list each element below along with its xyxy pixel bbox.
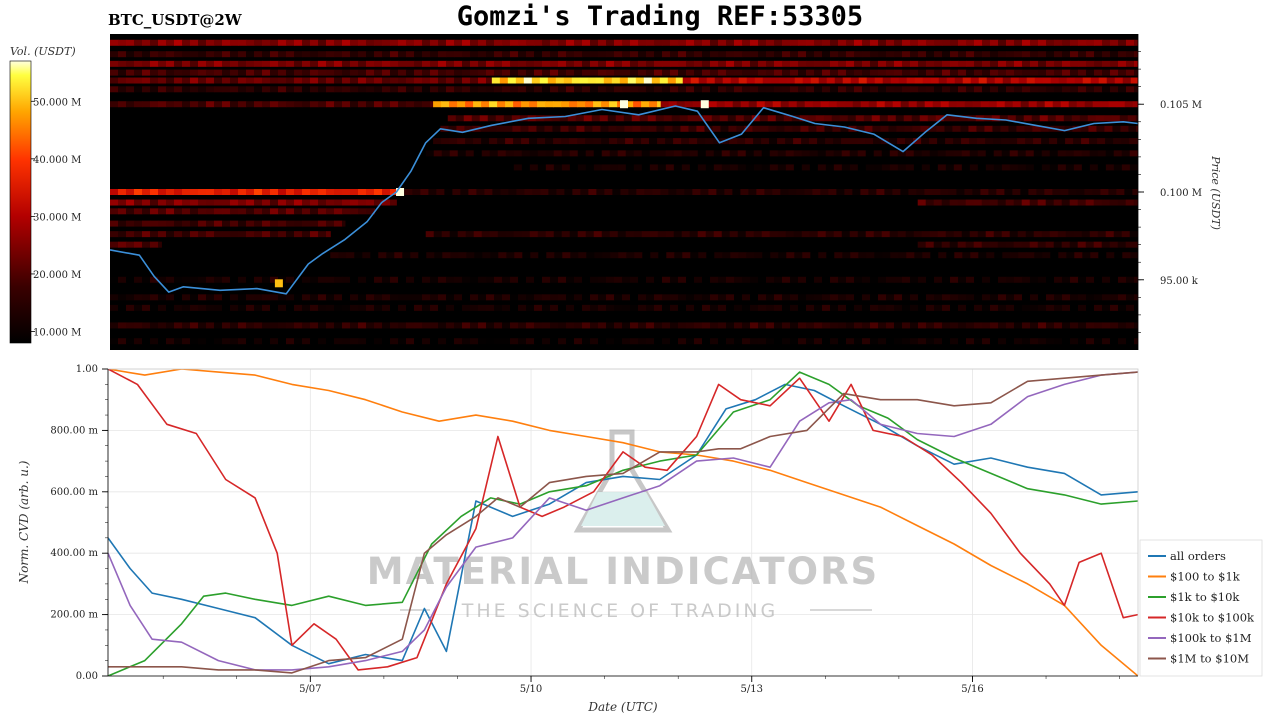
heatmap-band (440, 125, 1138, 132)
heatmap-hotspot (396, 188, 405, 196)
price-tick-label: 95.00 k (1160, 276, 1199, 287)
heatmap-band (330, 252, 1138, 259)
legend-label: all orders (1170, 549, 1226, 563)
heatmap-band (110, 101, 434, 108)
legend-item: $10k to $100k (1148, 611, 1255, 625)
heatmap-hotspot (274, 279, 283, 288)
legend-item: $1M to $10M (1148, 652, 1249, 666)
legend-label: $100 to $1k (1170, 570, 1241, 584)
cvd-y-tick-label: 0.00 (76, 671, 98, 682)
colorbar-tick-label: 20.000 M (33, 270, 81, 281)
cvd-y-tick-label: 600.00 m (50, 487, 98, 498)
flask-icon (573, 429, 673, 533)
heatmap-hotspot (700, 100, 709, 109)
heatmap-band (660, 101, 1138, 108)
colorbar-label: Vol. (USDT) (10, 45, 76, 58)
heatmap-price-line (110, 105, 1138, 295)
watermark: MATERIAL INDICATORS THE SCIENCE OF TRADI… (367, 429, 879, 622)
heatmap-band (110, 338, 1138, 345)
cvd-y-tick-label: 200.00 m (50, 610, 98, 621)
heatmap-band (110, 294, 1138, 301)
legend-items: all orders $100 to $1k $1k to $10k $10k to … (1148, 549, 1255, 666)
watermark-name: MATERIAL INDICATORS (367, 550, 879, 593)
heatmap-band (110, 51, 1138, 58)
heatmap-bands (110, 39, 1138, 345)
heatmap-band (110, 220, 346, 227)
heatmap-band (917, 241, 1138, 248)
colorbar-tick-label: 30.000 M (33, 212, 81, 223)
colorbar (9, 60, 32, 344)
symbol-label: BTC_USDT@2W (108, 11, 243, 29)
cvd-series-lines (108, 369, 1138, 676)
heatmap-band (491, 77, 684, 84)
heatmap-band (917, 199, 1138, 206)
heatmap-band (110, 77, 493, 84)
legend-label: $1k to $10k (1170, 590, 1240, 604)
heatmap-band (110, 60, 1138, 67)
cvd-x-axis-label: Date (UTC) (587, 700, 657, 714)
cvd-x-tick-label: 5/13 (741, 684, 763, 695)
heatmap-band (682, 77, 1138, 84)
cvd-y-axis-label: Norm. CVD (arb. u.) (17, 460, 31, 584)
series-line-all_orders (108, 383, 1138, 665)
heatmap-band (110, 231, 331, 238)
cvd-axes: 0.00 200.00 m 400.00 m 600.00 m 800.00 m 1.00… (50, 364, 1138, 695)
cvd-x-tick-label: 5/10 (520, 684, 542, 695)
heatmap-band (396, 189, 1138, 195)
heatmap-band (110, 322, 1138, 329)
legend-label: $10k to $100k (1170, 611, 1255, 625)
heatmap-band (513, 164, 1138, 171)
cvd-x-tick-label: 5/16 (961, 684, 983, 695)
heatmap-band (110, 276, 1138, 283)
legend-label: $100k to $1M (1170, 631, 1252, 645)
heatmap-band (110, 39, 1138, 46)
heatmap-band (110, 208, 375, 215)
price-tick-label: 0.105 M (1160, 100, 1202, 111)
heatmap-band (425, 231, 1138, 238)
legend-label: $1M to $10M (1170, 652, 1249, 666)
series-line-100_to_1k (108, 369, 1138, 676)
colorbar-tick-label: 40.000 M (33, 155, 81, 166)
heatmap-band (110, 241, 162, 248)
cvd-y-tick-label: 400.00 m (50, 548, 98, 559)
heatmap-band (433, 138, 1138, 145)
page-title: Gomzi's Trading REF:53305 (457, 1, 863, 32)
heatmap-band (110, 189, 397, 195)
heatmap-band (110, 86, 1138, 93)
series-line-10k_to_100k (108, 369, 1138, 671)
colorbar-ticks: 10.000 M 20.000 M 30.000 M 40.000 M 50.000 M (31, 97, 81, 338)
legend-item: $100 to $1k (1148, 570, 1241, 584)
cvd-x-tick-label: 5/07 (299, 684, 321, 695)
heatmap-band (110, 199, 397, 206)
legend-box (1139, 539, 1263, 677)
price-line (110, 105, 1138, 295)
watermark-tagline: THE SCIENCE OF TRADING (461, 600, 779, 622)
colorbar-tick-label: 50.000 M (33, 97, 81, 108)
cvd-y-tick-label: 800.00 m (50, 425, 98, 436)
legend-item: $1k to $10k (1148, 590, 1240, 604)
legend-item: $100k to $1M (1148, 631, 1252, 645)
series-line-1m_to_10m (108, 371, 1138, 674)
heatmap-hotspot (620, 100, 628, 109)
legend: all orders $100 to $1k $1k to $10k $10k to … (1139, 539, 1263, 677)
cvd-y-tick-label: 1.00 (76, 364, 98, 375)
colorbar-tick-label: 10.000 M (33, 327, 81, 338)
price-tick-label: 0.100 M (1160, 188, 1202, 199)
price-axis: 95.00 k 0.100 M 0.105 M (1137, 34, 1202, 350)
price-axis-label: Price (USDT) (1209, 155, 1222, 230)
heatmap-band (425, 150, 1138, 157)
heatmap-band (110, 69, 1138, 76)
heatmap-band (110, 304, 1138, 311)
legend-item: all orders (1148, 549, 1226, 563)
